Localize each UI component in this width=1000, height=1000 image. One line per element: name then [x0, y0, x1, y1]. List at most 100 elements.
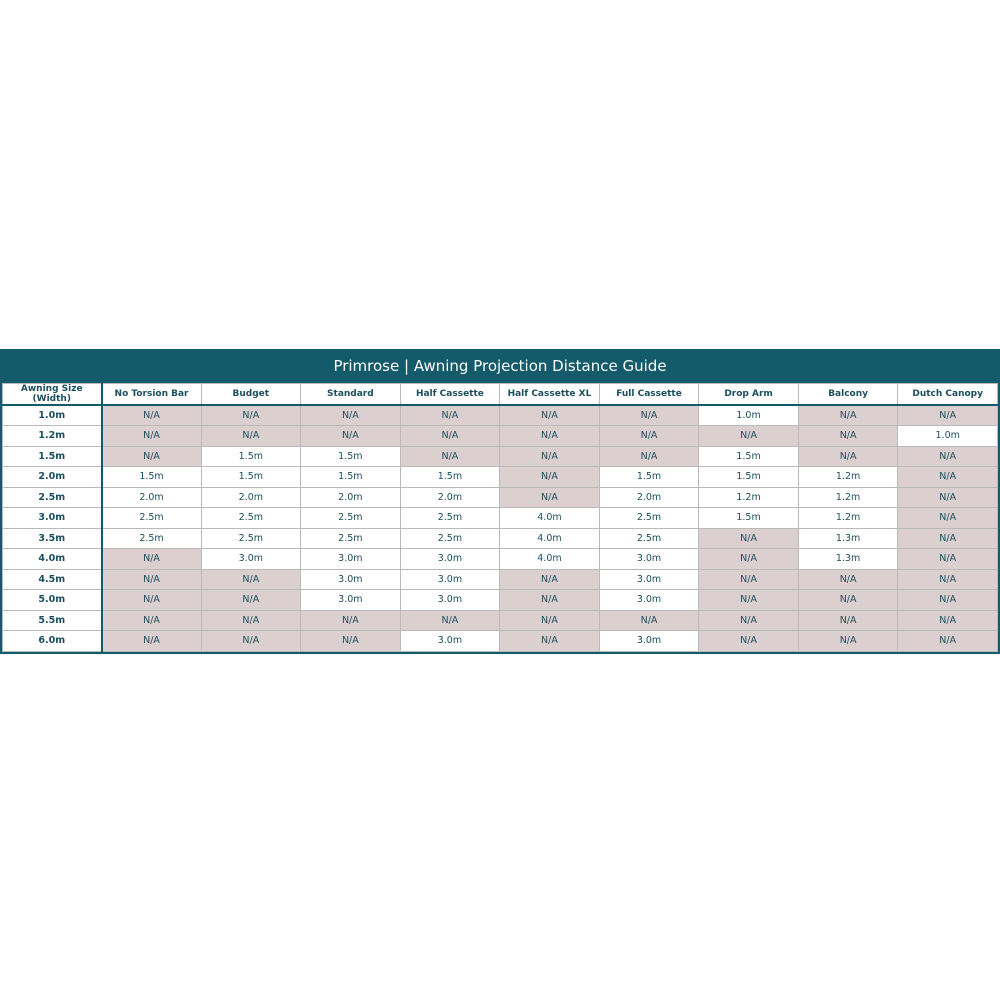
projection-cell: N/A [101, 630, 202, 652]
projection-cell: 1.5m [698, 507, 799, 529]
projection-cell: N/A [797, 630, 899, 652]
projection-cell: N/A [499, 568, 600, 590]
column-header: Balcony [797, 383, 899, 406]
projection-cell: 3.0m [300, 548, 401, 570]
size-cell: 5.5m [2, 609, 103, 631]
projection-cell: N/A [897, 486, 998, 508]
projection-cell: N/A [300, 425, 401, 447]
table-title: Primrose | Awning Projection Distance Gu… [2, 349, 998, 383]
projection-cell: N/A [698, 630, 799, 652]
projection-cell: 2.0m [200, 486, 302, 508]
projection-cell: 3.0m [598, 589, 700, 611]
projection-cell: 3.0m [399, 630, 501, 652]
column-header: Full Cassette [598, 383, 700, 406]
projection-cell: 2.5m [200, 527, 302, 549]
projection-cell: N/A [399, 425, 501, 447]
table-row: 5.5m N/A N/A N/A N/A N/A N/A N/A N/A N/A [2, 609, 998, 631]
projection-cell: N/A [499, 486, 600, 508]
projection-cell: N/A [897, 466, 998, 488]
projection-cell: 1.5m [200, 466, 302, 488]
projection-cell: 2.5m [101, 527, 202, 549]
projection-cell: 1.5m [300, 445, 401, 467]
projection-cell: N/A [598, 445, 700, 467]
projection-cell: 1.2m [797, 486, 899, 508]
projection-cell: 2.5m [598, 507, 700, 529]
size-cell: 3.5m [2, 527, 103, 549]
projection-cell: N/A [300, 609, 401, 631]
column-header: Dutch Canopy [897, 383, 998, 406]
projection-cell: N/A [499, 404, 600, 426]
table-row: 3.5m 2.5m 2.5m 2.5m 2.5m 4.0m 2.5m N/A 1.3m N/A [2, 527, 998, 549]
size-cell: 1.5m [2, 445, 103, 467]
size-cell: 6.0m [2, 630, 103, 652]
projection-cell: 1.5m [200, 445, 302, 467]
size-cell: 2.5m [2, 486, 103, 508]
projection-cell: N/A [897, 568, 998, 590]
projection-cell: N/A [897, 609, 998, 631]
projection-cell: N/A [897, 507, 998, 529]
projection-cell: N/A [797, 425, 899, 447]
column-header: Half Cassette [399, 383, 501, 406]
table-body: 1.0m N/A N/A N/A N/A N/A N/A 1.0m N/A N/A 1.2m N/A N… [2, 404, 998, 652]
projection-cell: N/A [797, 404, 899, 426]
projection-cell: N/A [101, 589, 202, 611]
column-header: Half Cassette XL [499, 383, 600, 406]
projection-cell: N/A [200, 589, 302, 611]
projection-cell: 3.0m [598, 568, 700, 590]
projection-cell: 1.5m [598, 466, 700, 488]
table-row: 2.0m 1.5m 1.5m 1.5m 1.5m N/A 1.5m 1.5m 1.2m N/A [2, 466, 998, 488]
projection-cell: N/A [101, 404, 202, 426]
projection-cell: N/A [698, 425, 799, 447]
table-row: 1.5m N/A 1.5m 1.5m N/A N/A N/A 1.5m N/A N/A [2, 445, 998, 467]
projection-cell: N/A [101, 568, 202, 590]
projection-cell: 2.0m [300, 486, 401, 508]
projection-cell: N/A [200, 404, 302, 426]
projection-cell: N/A [101, 445, 202, 467]
projection-cell: 2.5m [598, 527, 700, 549]
projection-cell: 1.5m [399, 466, 501, 488]
projection-cell: N/A [499, 425, 600, 447]
projection-cell: N/A [499, 466, 600, 488]
projection-cell: 3.0m [598, 630, 700, 652]
projection-cell: 1.3m [797, 548, 899, 570]
table-row: 3.0m 2.5m 2.5m 2.5m 2.5m 4.0m 2.5m 1.5m 1.2m N/A [2, 507, 998, 529]
table-row: 5.0m N/A N/A 3.0m 3.0m N/A 3.0m N/A N/A N/A [2, 589, 998, 611]
projection-cell: N/A [499, 589, 600, 611]
projection-cell: N/A [300, 630, 401, 652]
table-row: 4.0m N/A 3.0m 3.0m 3.0m 4.0m 3.0m N/A 1.3m N/A [2, 548, 998, 570]
projection-cell: 4.0m [499, 527, 600, 549]
projection-cell: 2.0m [101, 486, 202, 508]
projection-cell: N/A [897, 527, 998, 549]
projection-cell: 1.5m [300, 466, 401, 488]
projection-cell: N/A [797, 568, 899, 590]
projection-cell: N/A [897, 589, 998, 611]
projection-cell: 3.0m [399, 568, 501, 590]
projection-cell: 1.5m [101, 466, 202, 488]
size-cell: 4.5m [2, 568, 103, 590]
projection-cell: N/A [399, 445, 501, 467]
projection-cell: N/A [897, 445, 998, 467]
size-cell: 2.0m [2, 466, 103, 488]
projection-cell: 1.5m [698, 445, 799, 467]
size-cell: 1.0m [2, 404, 103, 426]
projection-cell: 2.5m [200, 507, 302, 529]
projection-cell: 1.2m [797, 466, 899, 488]
column-header: Standard [300, 383, 401, 406]
header-row: Awning Size (Width) No Torsion Bar Budget S… [2, 383, 998, 406]
projection-cell: 2.5m [101, 507, 202, 529]
projection-cell: N/A [698, 568, 799, 590]
projection-cell: N/A [499, 445, 600, 467]
projection-cell: N/A [598, 425, 700, 447]
projection-cell: N/A [797, 445, 899, 467]
projection-cell: 1.0m [698, 404, 799, 426]
projection-cell: 1.5m [698, 466, 799, 488]
projection-cell: 3.0m [300, 568, 401, 590]
column-header: Budget [200, 383, 302, 406]
projection-cell: N/A [598, 404, 700, 426]
table-row: 2.5m 2.0m 2.0m 2.0m 2.0m N/A 2.0m 1.2m 1.2m N/A [2, 486, 998, 508]
projection-cell: N/A [399, 609, 501, 631]
projection-cell: 2.0m [598, 486, 700, 508]
size-cell: 4.0m [2, 548, 103, 570]
projection-cell: 2.5m [300, 507, 401, 529]
projection-cell: N/A [101, 609, 202, 631]
